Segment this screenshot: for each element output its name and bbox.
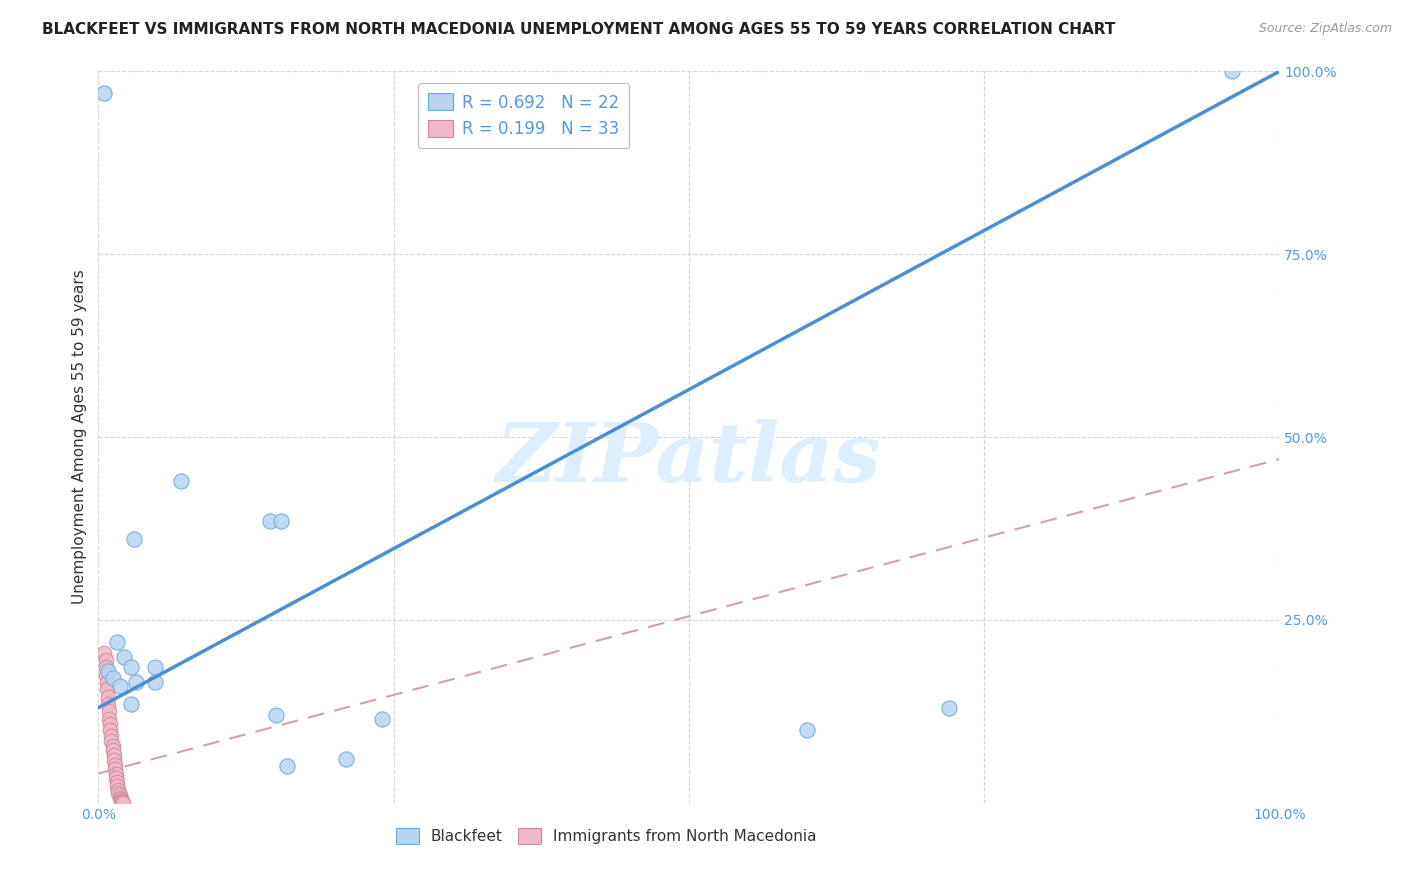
- Point: [112, 649, 135, 664]
- Point: [122, 533, 145, 547]
- Point: [1220, 64, 1243, 78]
- Point: [108, 789, 131, 803]
- Point: [110, 792, 132, 806]
- Point: [98, 716, 121, 731]
- Point: [97, 664, 120, 678]
- Point: [105, 766, 128, 780]
- Point: [335, 752, 357, 766]
- Point: [105, 635, 128, 649]
- Point: [796, 723, 818, 737]
- Point: [96, 682, 118, 697]
- Text: ZIPatlas: ZIPatlas: [496, 419, 882, 499]
- Point: [107, 786, 129, 800]
- Point: [105, 775, 128, 789]
- Point: [105, 771, 128, 785]
- Point: [93, 646, 115, 660]
- Point: [121, 697, 143, 711]
- Point: [108, 679, 131, 693]
- Point: [104, 757, 127, 772]
- Point: [110, 794, 132, 808]
- Point: [96, 675, 118, 690]
- Point: [125, 675, 148, 690]
- Point: [143, 660, 166, 674]
- Point: [108, 790, 131, 805]
- Point: [371, 712, 394, 726]
- Point: [98, 712, 121, 726]
- Point: [98, 723, 121, 737]
- Point: [264, 708, 287, 723]
- Point: [101, 672, 124, 686]
- Legend: Blackfeet, Immigrants from North Macedonia: Blackfeet, Immigrants from North Macedon…: [389, 822, 823, 850]
- Text: BLACKFEET VS IMMIGRANTS FROM NORTH MACEDONIA UNEMPLOYMENT AMONG AGES 55 TO 59 YE: BLACKFEET VS IMMIGRANTS FROM NORTH MACED…: [42, 22, 1115, 37]
- Point: [94, 660, 117, 674]
- Point: [93, 87, 115, 101]
- Point: [112, 796, 135, 810]
- Point: [276, 759, 298, 773]
- Point: [121, 660, 143, 674]
- Point: [143, 675, 166, 690]
- Point: [111, 795, 134, 809]
- Point: [259, 514, 281, 528]
- Y-axis label: Unemployment Among Ages 55 to 59 years: Unemployment Among Ages 55 to 59 years: [72, 269, 87, 605]
- Point: [938, 700, 960, 714]
- Point: [100, 729, 122, 743]
- Point: [94, 667, 117, 681]
- Point: [97, 697, 120, 711]
- Point: [101, 743, 124, 757]
- Point: [97, 690, 120, 704]
- Point: [170, 474, 193, 488]
- Point: [103, 748, 125, 763]
- Text: Source: ZipAtlas.com: Source: ZipAtlas.com: [1258, 22, 1392, 36]
- Point: [105, 779, 128, 793]
- Point: [270, 514, 292, 528]
- Point: [94, 653, 117, 667]
- Point: [98, 705, 121, 719]
- Point: [111, 794, 134, 808]
- Point: [100, 733, 122, 747]
- Point: [103, 753, 125, 767]
- Point: [107, 782, 129, 797]
- Point: [101, 739, 124, 753]
- Point: [104, 762, 127, 776]
